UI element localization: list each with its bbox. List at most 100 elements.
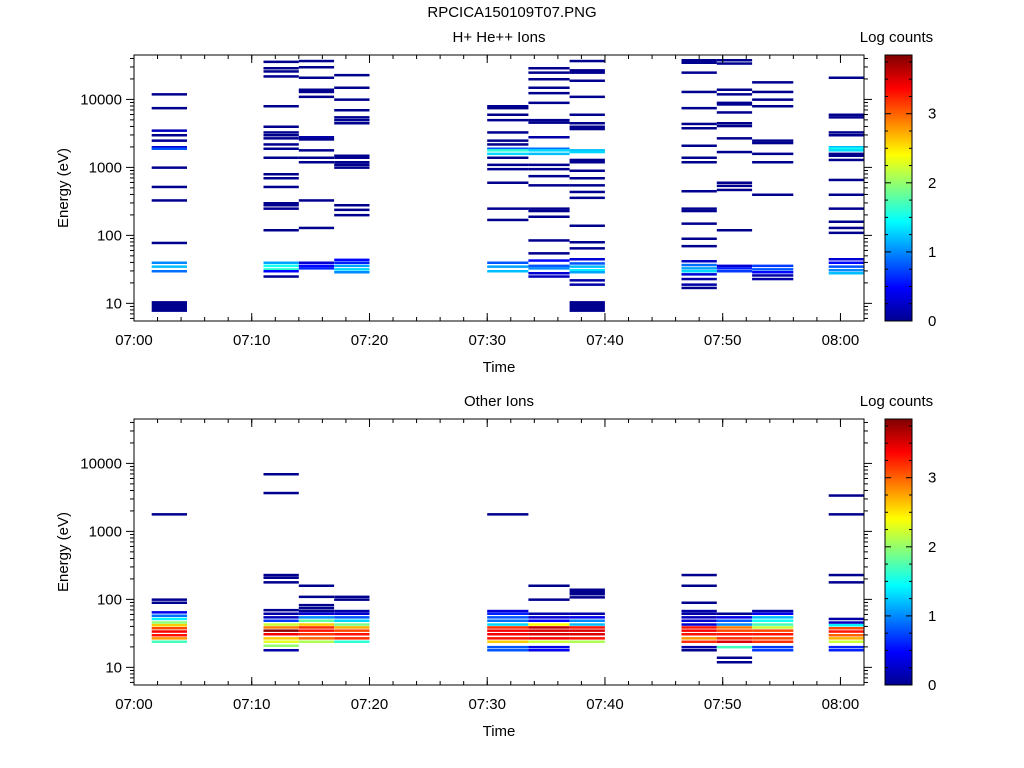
heatmap-cell bbox=[569, 161, 605, 164]
heatmap-cell bbox=[263, 185, 299, 189]
heatmap-cell bbox=[528, 584, 570, 587]
heatmap-cell bbox=[752, 139, 794, 142]
heatmap-cell bbox=[487, 156, 529, 159]
heatmap-cell bbox=[263, 644, 299, 647]
heatmap-cell bbox=[151, 630, 187, 633]
heatmap-cell bbox=[151, 166, 187, 169]
y-axis-label: Energy (eV) bbox=[55, 148, 72, 228]
heatmap-cell bbox=[334, 595, 370, 599]
heatmap-cell bbox=[752, 616, 794, 619]
heatmap-cell bbox=[828, 640, 864, 643]
heatmap-cell bbox=[752, 640, 794, 643]
heatmap-cell bbox=[569, 127, 605, 131]
heatmap-cell bbox=[151, 598, 187, 601]
heatmap-cell bbox=[528, 259, 570, 262]
heatmap-cell bbox=[528, 649, 570, 652]
heatmap-cell bbox=[528, 626, 570, 629]
heatmap-cell bbox=[334, 609, 370, 613]
heatmap-cell bbox=[334, 640, 370, 643]
heatmap-cell bbox=[528, 239, 570, 242]
heatmap-cell bbox=[487, 167, 529, 171]
heatmap-cell bbox=[681, 637, 717, 640]
heatmap-cell bbox=[752, 612, 794, 615]
heatmap-cell bbox=[681, 59, 717, 62]
heatmap-cell bbox=[716, 124, 753, 128]
heatmap-cell bbox=[263, 608, 299, 612]
heatmap-cell bbox=[487, 131, 529, 134]
colorbar-label: Log counts bbox=[860, 29, 933, 46]
heatmap-cell bbox=[298, 59, 335, 63]
heatmap-cell bbox=[752, 645, 794, 649]
heatmap-cell bbox=[528, 215, 570, 218]
panel-title: Other Ions bbox=[464, 393, 534, 410]
heatmap-cell bbox=[334, 213, 370, 217]
heatmap-cell bbox=[681, 640, 717, 643]
heatmap-cell bbox=[828, 147, 864, 150]
heatmap-cell bbox=[681, 161, 717, 164]
heatmap-cell bbox=[487, 261, 529, 264]
heatmap-cell bbox=[716, 229, 753, 232]
heatmap-cell bbox=[334, 626, 370, 629]
heatmap-cell bbox=[569, 69, 605, 72]
heatmap-cell bbox=[528, 163, 570, 167]
heatmap-cell bbox=[151, 147, 187, 150]
heatmap-cell bbox=[298, 76, 335, 79]
heatmap-cell bbox=[151, 627, 187, 630]
heatmap-cell bbox=[828, 265, 864, 268]
heatmap-cell bbox=[681, 619, 717, 622]
heatmap-cell bbox=[681, 263, 717, 267]
heatmap-cell bbox=[263, 612, 299, 615]
heatmap-cell bbox=[569, 633, 605, 636]
heatmap-cell bbox=[569, 71, 605, 74]
heatmap-cell bbox=[334, 637, 370, 640]
heatmap-cell bbox=[487, 649, 529, 652]
y-axis-label: Energy (eV) bbox=[55, 512, 72, 592]
colorbar-tick-label: 0 bbox=[928, 677, 936, 694]
heatmap-cell bbox=[716, 264, 753, 268]
heatmap-cell bbox=[681, 283, 717, 286]
heatmap-cell bbox=[298, 616, 335, 619]
heatmap-cell bbox=[681, 207, 717, 210]
heatmap-cell bbox=[151, 93, 187, 96]
heatmap-cell bbox=[569, 283, 605, 286]
heatmap-cell bbox=[828, 624, 864, 627]
colorbar-h-he-ions: 0 1 2 3 bbox=[884, 54, 936, 330]
heatmap-cell bbox=[263, 202, 299, 205]
heatmap-cell bbox=[752, 152, 794, 156]
heatmap-cell bbox=[263, 207, 299, 210]
heatmap-cell bbox=[298, 264, 335, 268]
heatmap-cell bbox=[681, 209, 717, 213]
heatmap-cell bbox=[487, 619, 529, 622]
heatmap-cell bbox=[334, 619, 370, 622]
heatmap-cell bbox=[716, 137, 753, 140]
heatmap-cell bbox=[569, 177, 605, 180]
heatmap-cell bbox=[828, 193, 864, 196]
heatmap-cell bbox=[828, 152, 864, 156]
heatmap-cell bbox=[263, 616, 299, 619]
heatmap-cell bbox=[716, 188, 753, 192]
heatmap-cell bbox=[487, 106, 529, 110]
heatmap-cell bbox=[263, 491, 299, 495]
heatmap-cell bbox=[334, 161, 370, 164]
y-tick-label: 10000 bbox=[80, 91, 122, 108]
x-tick-label: 07:50 bbox=[704, 696, 742, 713]
heatmap-cell bbox=[681, 122, 717, 126]
heatmap-cell bbox=[298, 629, 335, 632]
heatmap-cell bbox=[298, 66, 335, 69]
heatmap-cell bbox=[263, 573, 299, 577]
heatmap-cell bbox=[569, 149, 605, 152]
heatmap-cell bbox=[151, 617, 187, 621]
heatmap-cell bbox=[716, 111, 753, 114]
heatmap-cell bbox=[681, 90, 717, 94]
heatmap-cell bbox=[528, 67, 570, 70]
heatmap-cell bbox=[151, 513, 187, 516]
colorbar-tick-label: 1 bbox=[928, 244, 936, 261]
heatmap-cell bbox=[263, 633, 299, 636]
heatmap-cell bbox=[298, 95, 335, 99]
heatmap-cell bbox=[298, 584, 335, 587]
heatmap-cell bbox=[334, 154, 370, 157]
heatmap-cell bbox=[487, 616, 529, 619]
heatmap-cell bbox=[569, 169, 605, 172]
heatmap-cell bbox=[528, 275, 570, 278]
heatmap-cell bbox=[528, 623, 570, 626]
